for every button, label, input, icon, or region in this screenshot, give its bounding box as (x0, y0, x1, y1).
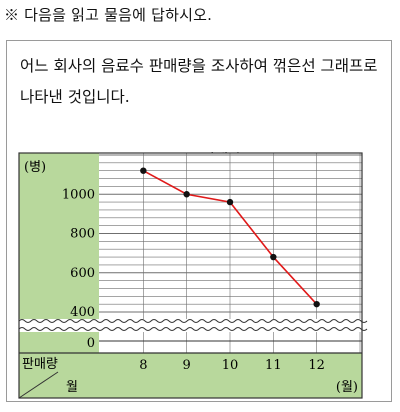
x-tick-label: 10 (222, 358, 239, 373)
break-band (19, 319, 362, 332)
x-tick-label: 8 (139, 358, 147, 373)
x-axis-panel (19, 353, 362, 398)
description-text: 어느 회사의 음료수 판매량을 조사하여 꺾은선 그래프로 나타낸 것입니다. (20, 57, 378, 106)
corner-diagonal (18, 371, 59, 399)
data-point (270, 253, 277, 261)
data-point (226, 198, 234, 206)
x-unit-label: (월) (336, 380, 358, 395)
x-tick-label: 11 (265, 358, 282, 373)
data-point (313, 300, 320, 308)
chart-frame (18, 152, 363, 399)
data-point (140, 167, 147, 174)
y-tick-label: 400 (70, 305, 95, 320)
x-tick-label: 9 (183, 358, 191, 373)
y-zero-label: 0 (87, 336, 95, 351)
y-tick-label: 800 (70, 227, 95, 242)
y-tick-label: 600 (70, 266, 95, 281)
data-point (183, 191, 190, 198)
x-tick-label: 12 (308, 358, 325, 373)
corner-label-top: 판매량 (22, 357, 58, 372)
break-wave-lower (18, 327, 368, 331)
question-box: 어느 회사의 음료수 판매량을 조사하여 꺾은선 그래프로 나타낸 것입니다. … (6, 40, 392, 402)
corner-label-bottom: 월 (66, 380, 78, 395)
axis-break (18, 319, 368, 332)
instruction-text: ※ 다음을 읽고 물음에 답하시오. (4, 6, 213, 24)
y-unit-label: (병) (24, 160, 46, 175)
y-tick-label: 1000 (62, 187, 95, 202)
break-wave-upper (18, 319, 368, 323)
